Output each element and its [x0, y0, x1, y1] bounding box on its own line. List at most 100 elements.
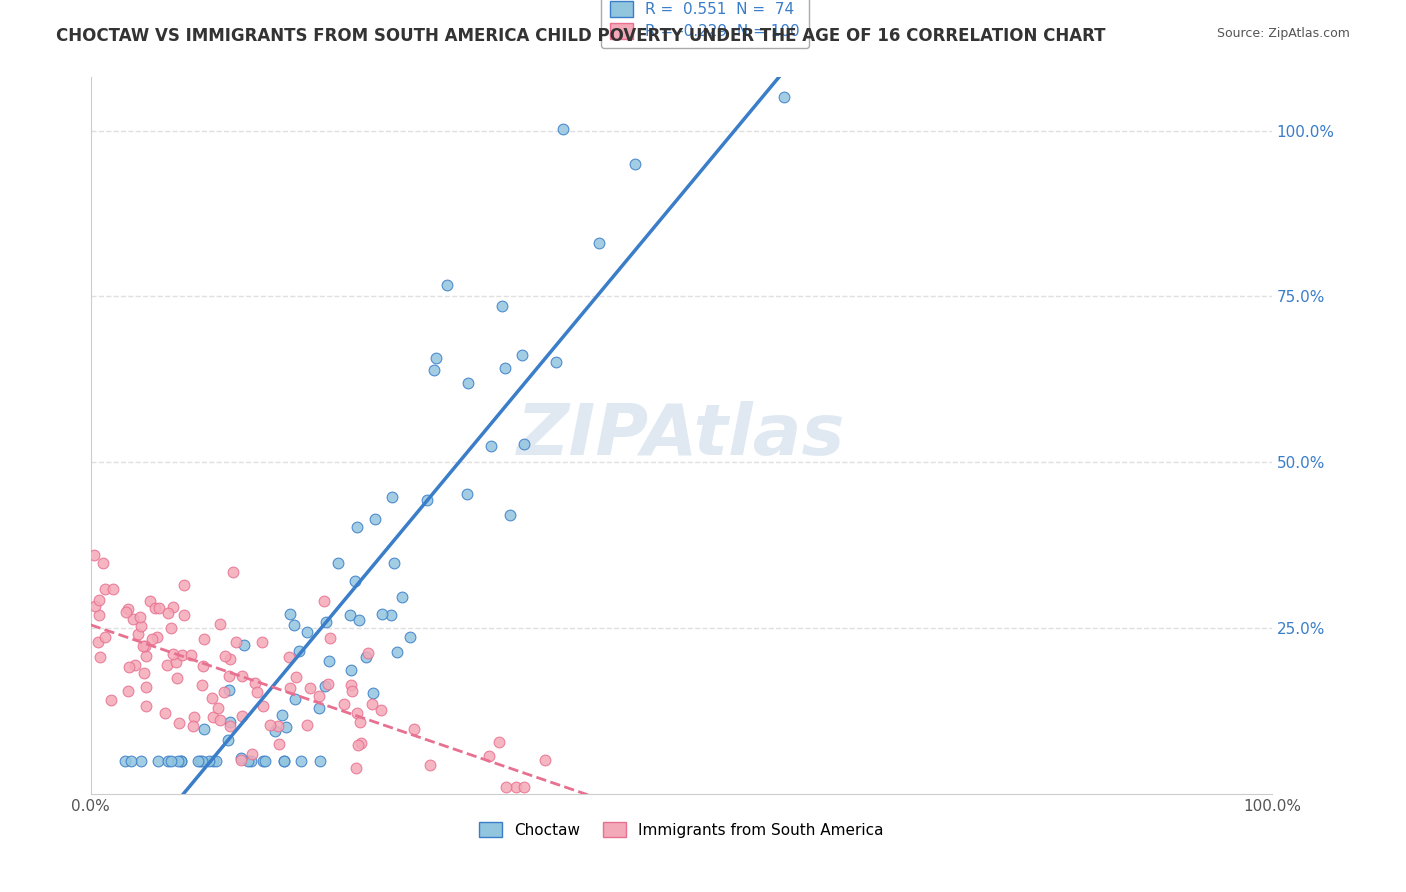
- Point: [218, 683, 240, 698]
- Point: [183, 709, 205, 723]
- Point: [308, 689, 330, 703]
- Point: [416, 493, 439, 508]
- Point: [156, 658, 179, 673]
- Point: [229, 751, 252, 765]
- Point: [270, 708, 292, 723]
- Point: [153, 706, 176, 720]
- Point: [83, 548, 105, 562]
- Point: [129, 754, 152, 768]
- Point: [114, 754, 136, 768]
- Point: [381, 490, 404, 504]
- Text: ZIPAtlas: ZIPAtlas: [517, 401, 845, 470]
- Point: [134, 666, 156, 681]
- Point: [172, 648, 194, 663]
- Point: [217, 732, 239, 747]
- Point: [183, 719, 205, 733]
- Point: [218, 669, 240, 683]
- Point: [419, 758, 441, 772]
- Point: [214, 648, 236, 663]
- Point: [290, 754, 312, 768]
- Point: [274, 720, 297, 734]
- Point: [201, 710, 224, 724]
- Point: [544, 355, 567, 369]
- Point: [214, 685, 236, 699]
- Point: [298, 681, 321, 695]
- Point: [115, 605, 138, 619]
- Point: [162, 599, 184, 614]
- Point: [100, 692, 122, 706]
- Point: [117, 684, 139, 698]
- Point: [343, 574, 366, 589]
- Point: [191, 678, 214, 692]
- Point: [201, 690, 224, 705]
- Point: [145, 601, 167, 615]
- Point: [264, 723, 287, 738]
- Point: [344, 761, 367, 775]
- Point: [141, 632, 163, 646]
- Point: [127, 627, 149, 641]
- Point: [87, 592, 110, 607]
- Point: [129, 619, 152, 633]
- Point: [94, 582, 117, 596]
- Point: [350, 736, 373, 750]
- Point: [488, 735, 510, 749]
- Point: [478, 748, 501, 763]
- Point: [308, 701, 330, 715]
- Point: [148, 600, 170, 615]
- Point: [295, 624, 318, 639]
- Point: [312, 593, 335, 607]
- Point: [120, 754, 142, 768]
- Point: [89, 649, 111, 664]
- Point: [288, 644, 311, 658]
- Point: [340, 683, 363, 698]
- Point: [146, 754, 169, 768]
- Point: [166, 671, 188, 685]
- Point: [233, 638, 256, 652]
- Point: [231, 709, 253, 723]
- Text: CHOCTAW VS IMMIGRANTS FROM SOUTH AMERICA CHILD POVERTY UNDER THE AGE OF 16 CORRE: CHOCTAW VS IMMIGRANTS FROM SOUTH AMERICA…: [56, 27, 1105, 45]
- Point: [157, 606, 180, 620]
- Point: [391, 591, 413, 605]
- Point: [201, 754, 224, 768]
- Point: [254, 754, 277, 768]
- Point: [167, 716, 190, 731]
- Point: [135, 680, 157, 694]
- Point: [370, 702, 392, 716]
- Point: [349, 714, 371, 729]
- Point: [278, 681, 301, 695]
- Legend: Choctaw, Immigrants from South America: Choctaw, Immigrants from South America: [472, 815, 890, 844]
- Point: [425, 351, 447, 365]
- Point: [267, 737, 290, 751]
- Point: [339, 678, 361, 692]
- Point: [494, 360, 516, 375]
- Point: [173, 608, 195, 623]
- Point: [188, 754, 211, 768]
- Point: [371, 607, 394, 621]
- Point: [347, 613, 370, 627]
- Point: [333, 698, 356, 712]
- Point: [160, 621, 183, 635]
- Point: [117, 659, 139, 673]
- Point: [551, 122, 574, 136]
- Point: [103, 582, 125, 597]
- Point: [773, 90, 796, 104]
- Point: [132, 639, 155, 653]
- Point: [456, 486, 478, 500]
- Point: [124, 657, 146, 672]
- Point: [534, 753, 557, 767]
- Point: [278, 607, 301, 621]
- Point: [273, 754, 295, 768]
- Point: [340, 664, 363, 678]
- Point: [128, 610, 150, 624]
- Point: [326, 556, 349, 570]
- Point: [491, 299, 513, 313]
- Point: [499, 508, 522, 523]
- Point: [318, 654, 340, 668]
- Point: [314, 679, 336, 693]
- Point: [252, 754, 274, 768]
- Point: [259, 717, 281, 731]
- Point: [250, 635, 273, 649]
- Point: [243, 676, 266, 690]
- Point: [285, 670, 308, 684]
- Point: [422, 363, 444, 377]
